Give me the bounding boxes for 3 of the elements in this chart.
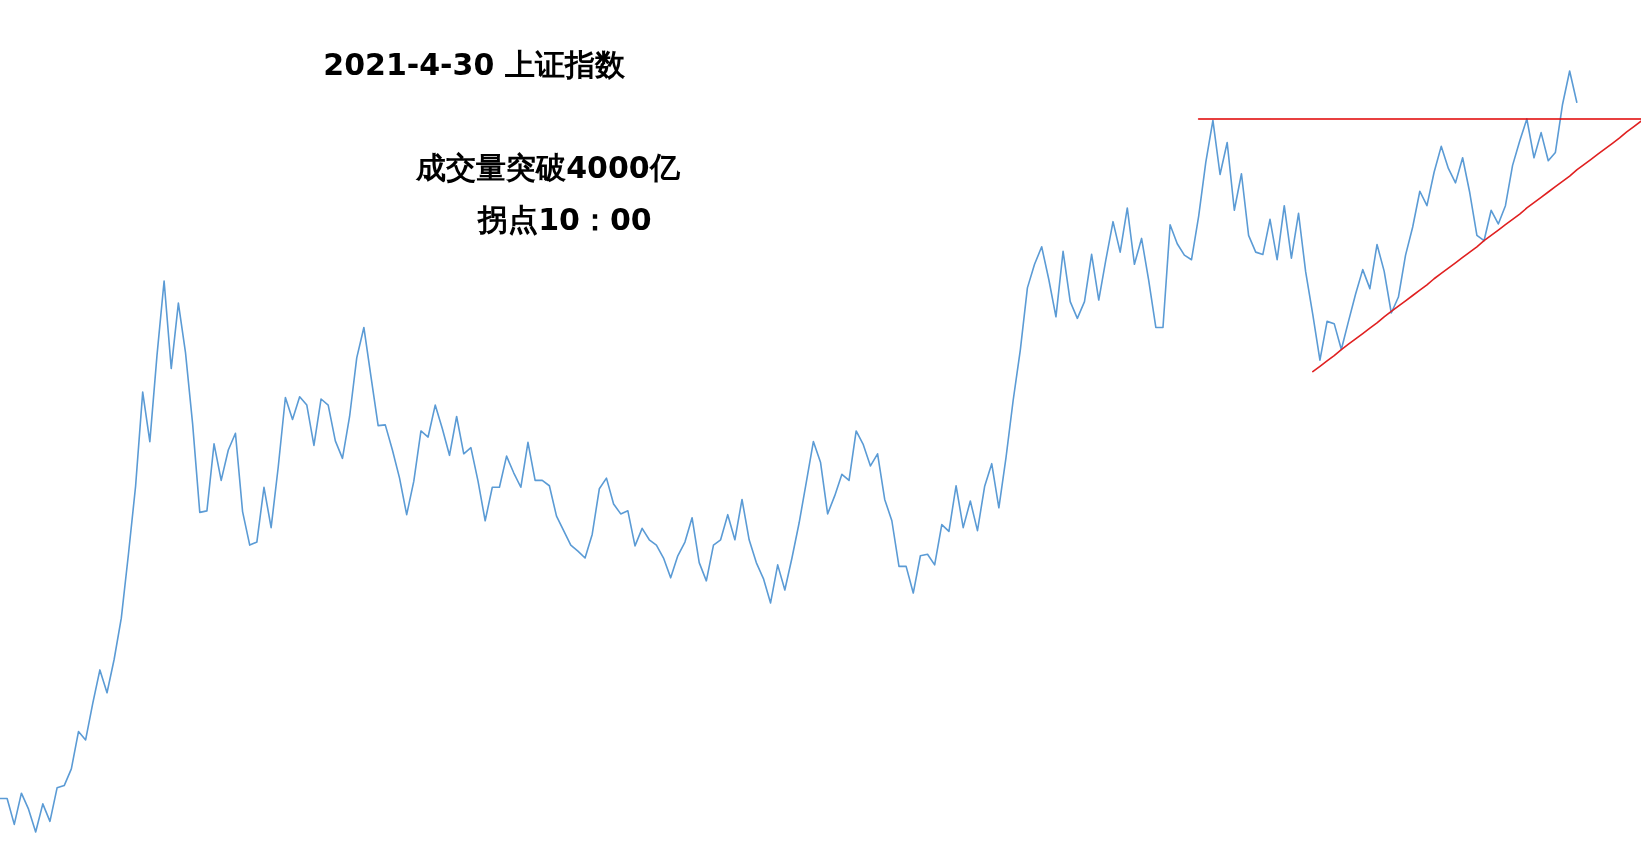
- annotation: 拐点10：00: [477, 202, 652, 237]
- annotation: 成交量突破4000亿: [415, 150, 681, 185]
- chart-title: 2021-4-30 上证指数: [323, 47, 626, 82]
